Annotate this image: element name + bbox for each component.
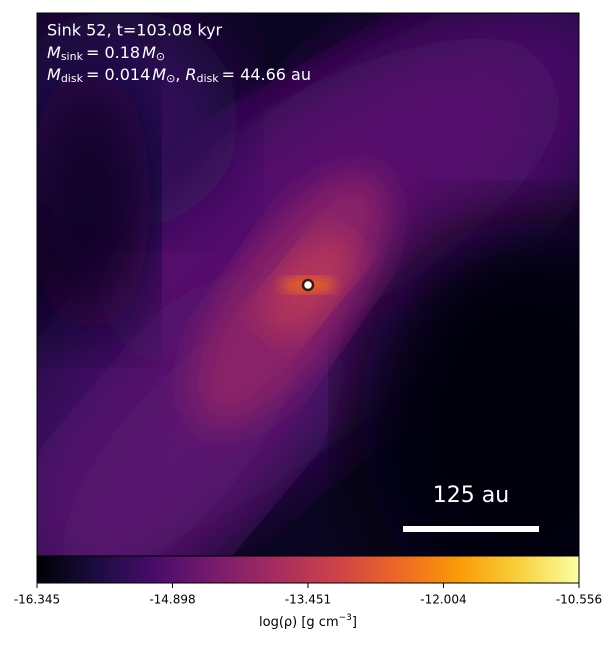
unit: M [142,43,156,62]
tick-label: -13.451 [285,593,331,607]
mass-line: Msink = 0.18 M⊙ [47,43,165,64]
unit-subscript: ⊙ [166,72,175,85]
symbol: M [47,43,61,62]
subscript: disk [197,72,220,85]
value: = 44.66 au [222,65,311,84]
value: = 0.18 [86,43,140,62]
title-line: Sink 52, t=103.08 kyr [47,21,223,40]
scale-bar-label: 125 au [433,483,509,508]
value: = 0.014 [86,65,150,84]
label-close: ] [352,615,357,630]
sink-marker [301,278,315,292]
scale-bar [403,526,539,532]
colorbar-label: log(ρ) [g cm−3] [259,613,357,630]
label-superscript: −3 [339,613,352,623]
subscript: sink [61,50,84,63]
tick-label: -14.898 [149,593,195,607]
colorbar [36,555,580,584]
disk-line: Mdisk = 0.014 M⊙, Rdisk = 44.66 au [47,65,311,86]
tick-label: -12.004 [420,593,466,607]
unit-subscript: ⊙ [156,50,165,63]
tick-label: -10.556 [556,593,602,607]
separator: , [175,65,180,84]
unit: M [152,65,166,84]
subscript: disk [61,72,84,85]
symbol: M [47,65,61,84]
tick-label: -16.345 [14,593,60,607]
label-main: log(ρ) [g cm [259,615,339,630]
symbol: R [185,65,196,84]
